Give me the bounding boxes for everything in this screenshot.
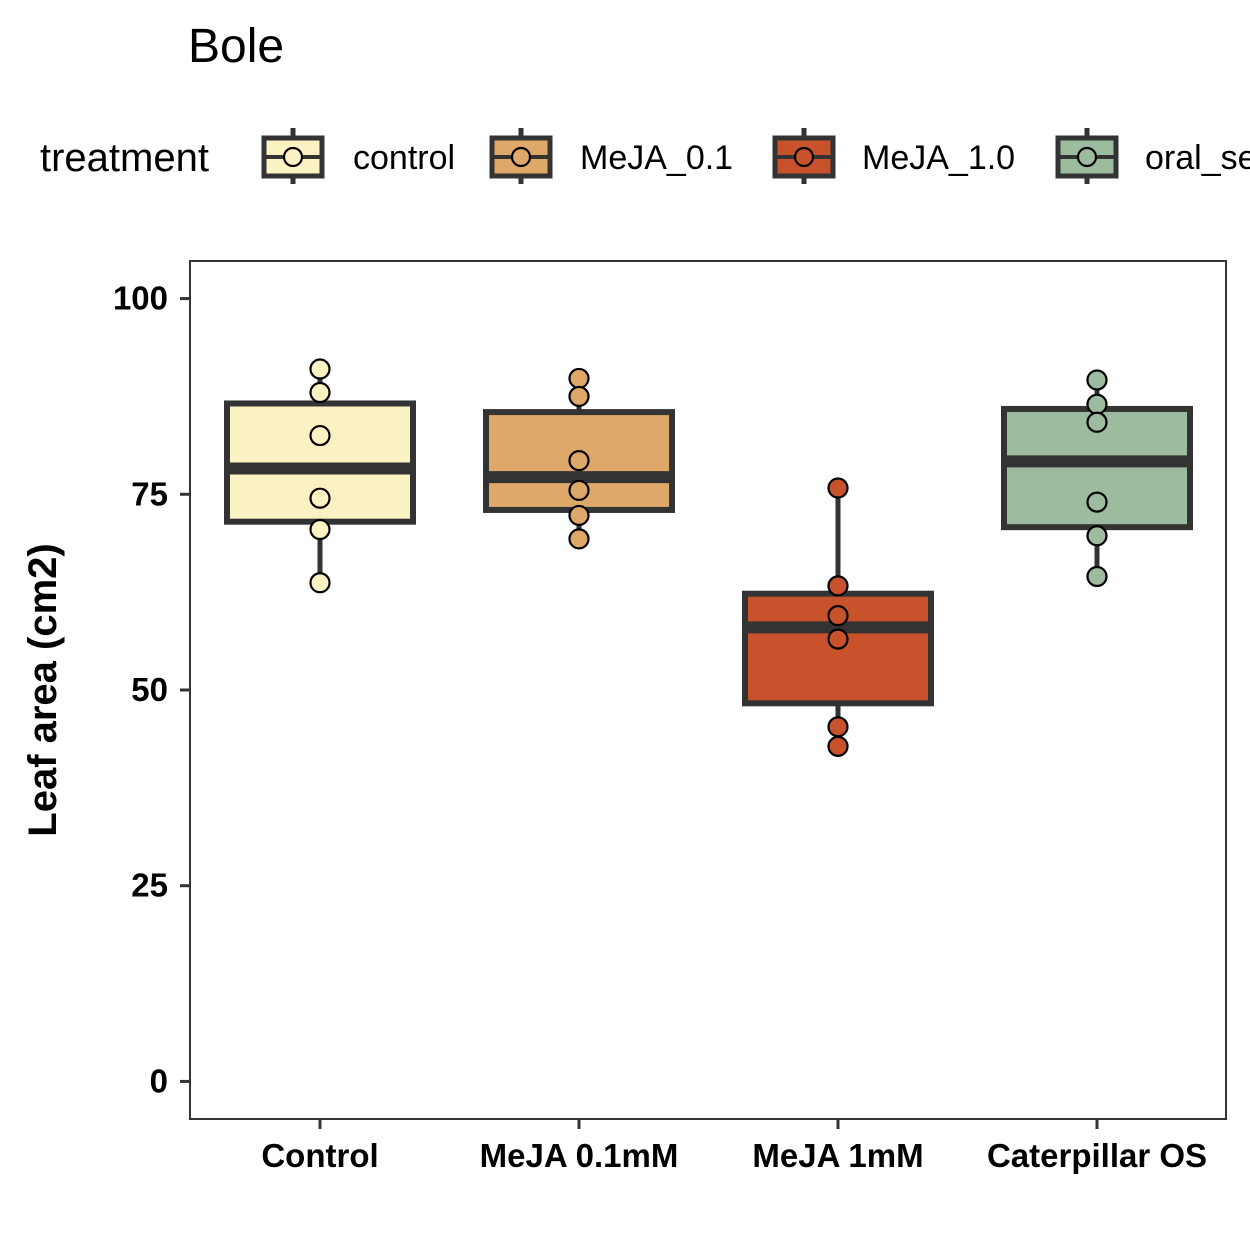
data-point xyxy=(827,716,849,738)
data-point xyxy=(827,575,849,597)
chart-title: Bole xyxy=(188,20,284,73)
y-axis: 0 25 50 75 100 xyxy=(113,280,190,1099)
data-point xyxy=(309,424,331,447)
data-point xyxy=(309,487,331,509)
data-point xyxy=(1086,491,1108,513)
legend-key xyxy=(772,128,836,184)
data-point xyxy=(309,381,331,404)
x-axis: Control MeJA 0.1mM MeJA 1mM Caterpillar OS xyxy=(261,1119,1207,1174)
box-group xyxy=(483,367,675,550)
y-tick-label: 50 xyxy=(131,671,168,708)
data-point xyxy=(568,385,590,408)
data-point xyxy=(1086,565,1108,588)
data-point xyxy=(827,628,849,650)
box-group xyxy=(742,477,934,757)
y-tick-label: 100 xyxy=(113,280,168,317)
x-tick-label: MeJA 0.1mM xyxy=(480,1137,679,1174)
data-point xyxy=(1086,393,1108,415)
legend-label: MeJA_0.1 xyxy=(580,139,733,177)
legend-title: treatment xyxy=(40,136,209,180)
legend-key-point xyxy=(1076,146,1098,168)
y-tick-label: 0 xyxy=(150,1062,168,1099)
data-point xyxy=(827,735,849,757)
legend-label: oral_se xyxy=(1145,139,1250,177)
y-tick-label: 25 xyxy=(131,867,168,904)
y-tick-label: 75 xyxy=(131,475,168,512)
box-group xyxy=(1001,369,1193,588)
data-point xyxy=(1086,525,1108,547)
box-group xyxy=(224,358,416,594)
legend-key-point xyxy=(793,146,815,168)
data-point xyxy=(1086,369,1108,391)
data-point xyxy=(827,477,849,499)
data-point xyxy=(568,367,590,390)
data-point xyxy=(568,528,590,550)
x-tick-label: MeJA 1mM xyxy=(752,1137,923,1174)
y-axis-title: Leaf area (cm2) xyxy=(21,543,65,836)
data-point xyxy=(309,518,331,541)
legend-key-point xyxy=(510,146,532,168)
x-tick-label: Caterpillar OS xyxy=(987,1137,1207,1174)
legend-label: MeJA_1.0 xyxy=(862,139,1015,177)
data-point xyxy=(309,358,331,380)
data-point xyxy=(309,572,331,594)
data-point xyxy=(1086,411,1108,433)
data-point xyxy=(568,504,590,527)
legend-key-point xyxy=(282,146,304,168)
legend-key xyxy=(261,128,325,184)
legend-key xyxy=(1055,128,1119,184)
legend-label: control xyxy=(353,139,455,177)
legend: treatment control MeJA_0.1 MeJA_1.0 oral_se xyxy=(40,128,1250,184)
plot-panel xyxy=(189,260,1227,1120)
data-point xyxy=(568,479,590,501)
legend-key xyxy=(489,128,553,184)
x-tick-label: Control xyxy=(261,1137,378,1174)
data-point xyxy=(827,605,849,627)
data-point xyxy=(568,450,590,472)
boxes xyxy=(224,358,1193,757)
